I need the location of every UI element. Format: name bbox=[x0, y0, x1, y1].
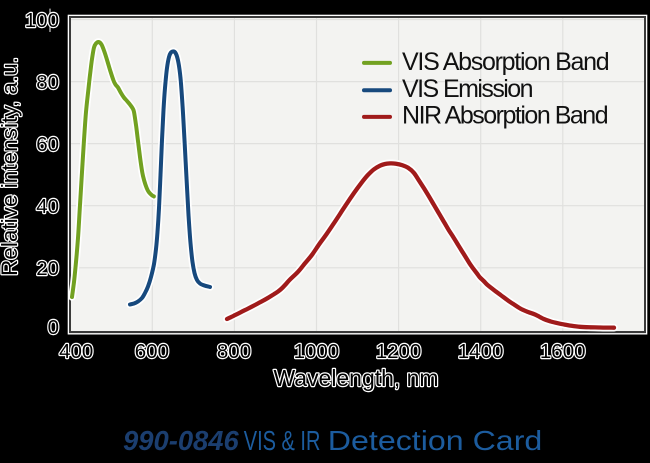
svg-text:20: 20 bbox=[36, 257, 59, 280]
svg-text:Detection Card: Detection Card bbox=[328, 425, 543, 456]
svg-text:Wavelength, nm: Wavelength, nm bbox=[274, 365, 439, 391]
svg-text:400: 400 bbox=[59, 340, 93, 363]
svg-text:VIS & IR: VIS & IR bbox=[244, 425, 321, 456]
svg-text:600: 600 bbox=[135, 340, 169, 363]
svg-text:1400: 1400 bbox=[458, 340, 504, 363]
svg-text:100: 100 bbox=[25, 9, 59, 32]
svg-text:40: 40 bbox=[36, 195, 59, 218]
svg-text:1200: 1200 bbox=[376, 340, 422, 363]
svg-text:NIR Absorption Band: NIR Absorption Band bbox=[402, 102, 609, 130]
svg-text:1600: 1600 bbox=[540, 340, 586, 363]
svg-text:VIS Absorption Band: VIS Absorption Band bbox=[402, 48, 610, 76]
svg-text:0: 0 bbox=[48, 316, 59, 339]
svg-text:80: 80 bbox=[36, 71, 59, 94]
svg-text:990-0846: 990-0846 bbox=[123, 425, 240, 456]
svg-text:Relative intensity, a.u.: Relative intensity, a.u. bbox=[0, 57, 22, 276]
svg-text:VIS Emission: VIS Emission bbox=[402, 75, 534, 103]
svg-text:60: 60 bbox=[36, 133, 59, 156]
svg-text:800: 800 bbox=[217, 340, 251, 363]
svg-text:1000: 1000 bbox=[294, 340, 340, 363]
